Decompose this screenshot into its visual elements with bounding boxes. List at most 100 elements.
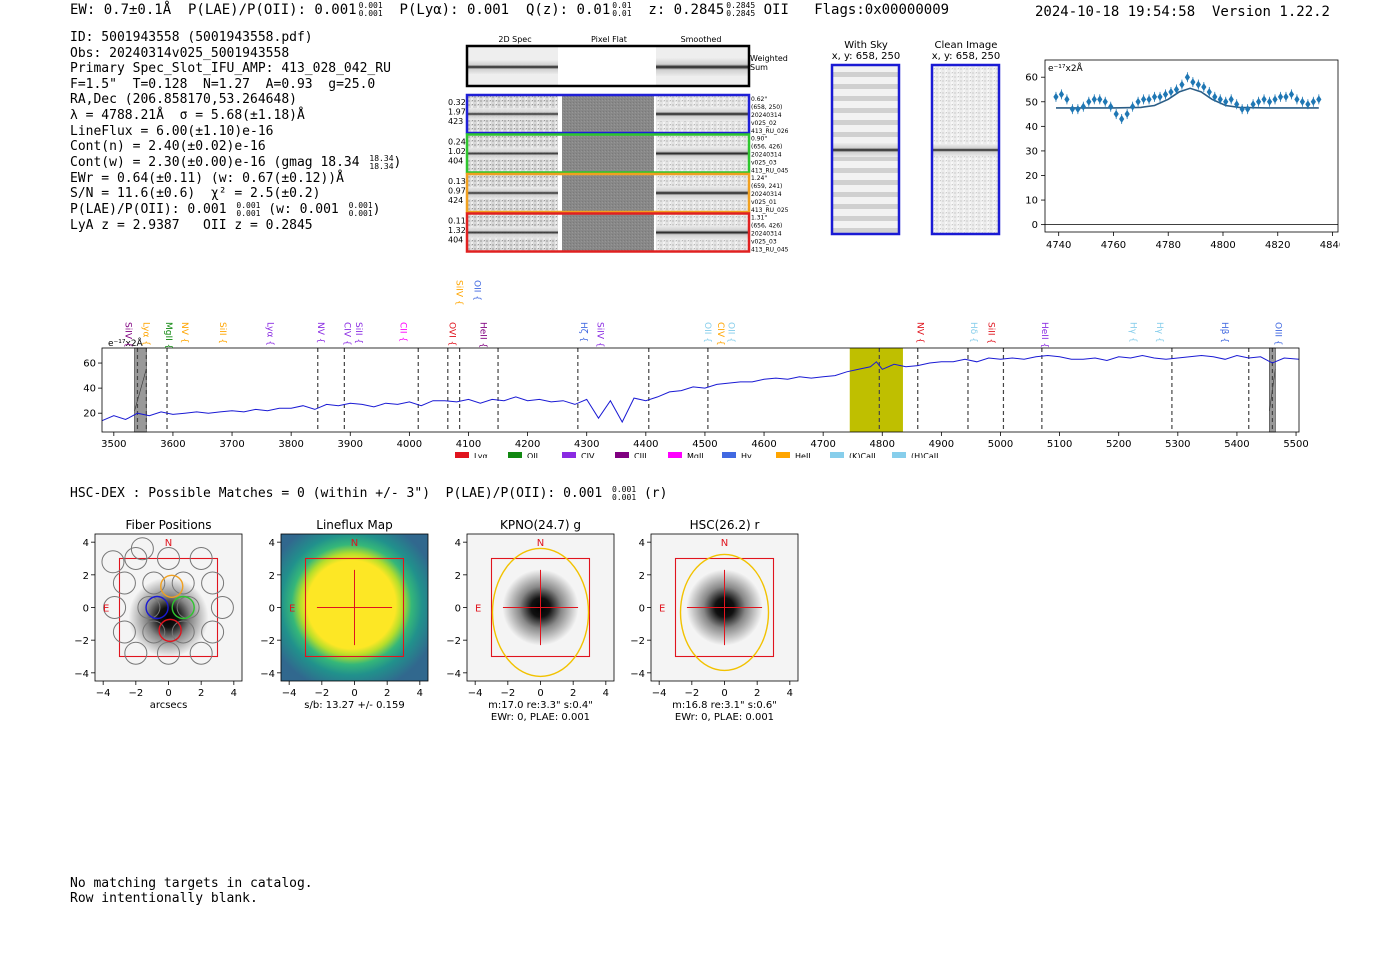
- header-qz: Q(z): 0.01: [525, 2, 611, 18]
- line-label: SiII {: [986, 322, 996, 344]
- info-gmag-lo: 18.34: [369, 161, 394, 171]
- highlighted-fiber: [145, 595, 169, 620]
- search-box: [118, 557, 219, 658]
- panel-ytick-label: 2: [639, 571, 645, 582]
- line-label: SiII {: [217, 322, 227, 344]
- highlighted-fiber: [171, 595, 195, 620]
- fit-data-point: [1064, 95, 1070, 104]
- with-sky-image: [830, 63, 901, 236]
- fit-data-point: [1162, 90, 1169, 99]
- fiber-circle: [103, 596, 127, 619]
- line-label: NV {: [179, 322, 189, 343]
- compass-north: N: [721, 538, 728, 549]
- panel-xtick-label: 2: [198, 688, 204, 699]
- panel-xlabel: m:16.8 re:3.1" s:0.6": [672, 700, 777, 711]
- header-z-lo: 0.2845: [726, 9, 756, 18]
- cutout-row-value: 423: [448, 117, 463, 126]
- compass-north: N: [165, 538, 172, 549]
- fit-xtick-label: 4780: [1155, 240, 1180, 251]
- spectrum-ylabel: e⁻¹⁷x2Å: [108, 337, 144, 349]
- fit-data-point: [1140, 95, 1147, 104]
- spectrum-xtick-label: 4000: [397, 439, 422, 450]
- highlighted-fiber: [160, 574, 184, 598]
- cutout-row-value: 1.32: [448, 226, 466, 235]
- fit-data-point: [1157, 92, 1163, 101]
- panel-ytick-label: 0: [639, 604, 645, 615]
- cutout-row-frame: [465, 212, 751, 253]
- info-lambda: λ = 4788.21Å σ = 5.68(±1.18)Å: [70, 107, 305, 123]
- fiber-circle: [112, 620, 136, 644]
- spectrum-xtick-label: 4100: [456, 439, 481, 450]
- info-plae-lo: 0.001: [236, 208, 261, 218]
- cutout-row-value: 0.32: [448, 98, 466, 107]
- panel-title: KPNO(24.7) g: [500, 518, 581, 532]
- spectral-cutouts-panel: 2D Spec Pixel Flat Smoothed Weighted Sum…: [448, 35, 1001, 254]
- panel-xtick-label: −4: [652, 688, 667, 699]
- cutout-row-meta: 1.31": [751, 215, 767, 222]
- spectrum-xtick-label: 5400: [1224, 439, 1249, 450]
- panel-xtick-label: 0: [537, 688, 543, 699]
- line-label: SiII {: [353, 322, 363, 344]
- fiber-circle: [130, 537, 154, 561]
- cutout-row-meta: (659, 241): [751, 183, 782, 190]
- with-sky-title: With Sky: [844, 40, 888, 51]
- cutout-row-meta: 413_RU_025: [751, 207, 789, 214]
- line-label: Lyα {: [265, 322, 275, 346]
- info-lyaz: LyA z = 2.9387 OII z = 0.2845: [70, 217, 313, 233]
- fit-data-point: [1102, 97, 1108, 106]
- fit-data-point: [1173, 85, 1180, 94]
- fit-ytick-label: 20: [1025, 171, 1038, 182]
- legend-swatch: [892, 452, 906, 458]
- fit-data-point: [1239, 105, 1245, 114]
- fit-xtick-label: 4820: [1265, 240, 1290, 251]
- compass-east: E: [103, 604, 109, 615]
- line-label: MgII {: [163, 322, 173, 349]
- fit-data-point: [1288, 90, 1295, 99]
- masked-band-hatch: [134, 368, 147, 412]
- aperture-ellipse: [491, 547, 590, 678]
- header-flags: Flags:0x00000009: [814, 2, 950, 18]
- spectrum-xtick-label: 3500: [101, 439, 126, 450]
- panel-xtick-label: 2: [570, 688, 576, 699]
- line-label: CII {: [398, 322, 408, 342]
- cutout-row-meta: 20240314: [751, 152, 782, 159]
- line-label: Hγ {: [1128, 322, 1138, 343]
- spectrum-axes-frame: [101, 347, 1300, 433]
- cutout-row-frame: [465, 93, 751, 135]
- fit-data-point: [1130, 102, 1136, 111]
- cutout-row-meta: v025_03: [751, 160, 777, 167]
- cutout-row-meta: 0.90": [751, 136, 767, 143]
- cutout-row-meta: (656, 426): [751, 223, 782, 230]
- fiber-circle: [157, 641, 180, 665]
- panel-xlabel-2: EWr: 0, PLAE: 0.001: [675, 712, 774, 723]
- spectrum-xtick-label: 4700: [810, 439, 835, 450]
- fit-data-point: [1086, 97, 1092, 106]
- hsc-text: HSC-DEX : Possible Matches = 0 (within +…: [70, 486, 603, 501]
- fit-data-point: [1119, 114, 1125, 123]
- info-contn: Cont(n) = 2.40(±0.02)e-16: [70, 139, 266, 155]
- panel-title: Fiber Positions: [125, 518, 211, 532]
- fit-data-point: [1168, 87, 1174, 96]
- fiber-circle: [176, 596, 200, 619]
- footer-line-1: No matching targets in catalog.: [70, 876, 313, 891]
- spectrum-xtick-label: 5100: [1047, 439, 1072, 450]
- line-label: Lyα {: [140, 322, 150, 346]
- fiber-circle: [201, 571, 225, 595]
- legend-label: Hγ: [741, 452, 752, 458]
- fiber-circle: [112, 571, 136, 595]
- fiber-circle: [201, 620, 225, 644]
- legend-label: (H)CaII: [911, 452, 938, 458]
- cutout-row-frame: [465, 133, 751, 174]
- line-label: SiIV {: [594, 322, 604, 348]
- hsc-dex-line: HSC-DEX : Possible Matches = 0 (within +…: [70, 486, 667, 502]
- spectrum-xtick-label: 4400: [633, 439, 658, 450]
- clean-image: [930, 63, 1001, 236]
- legend-label: (K)CaII: [849, 452, 876, 458]
- cutout-row-value: 0.13: [448, 177, 466, 186]
- fit-data-point: [1228, 95, 1234, 104]
- cutout-row-meta: 20240314: [751, 112, 782, 119]
- kpno-g-panel: KPNO(24.7) g N E −4 −2 0 2 4 4 2 0 −2 −4 m:17.0 re:3.…: [446, 518, 615, 723]
- info-block: ID: 5001943558 (5001943558.pdf) Obs: 202…: [70, 30, 401, 234]
- panel-xtick-label: −2: [314, 688, 329, 699]
